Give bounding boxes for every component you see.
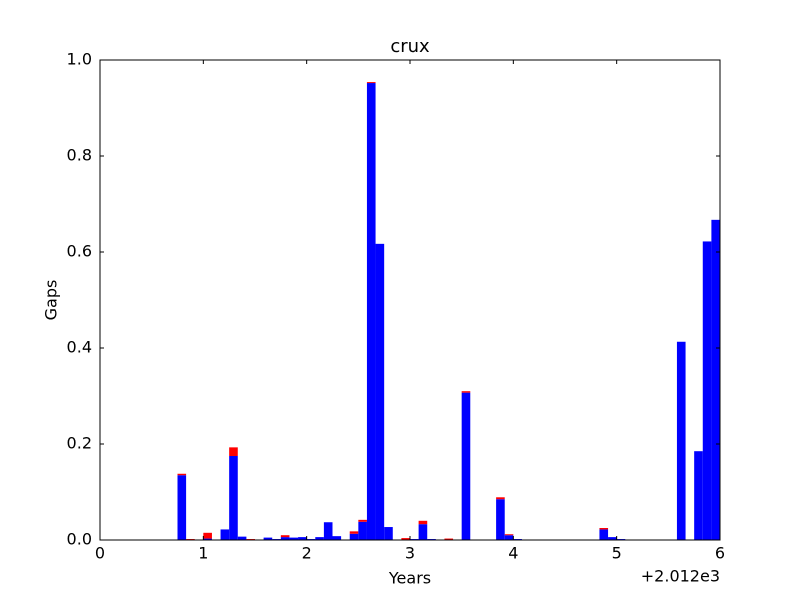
x-axis-label: Years [388, 569, 431, 588]
bar-segment [349, 533, 359, 540]
bar-segment [366, 83, 376, 540]
bar-segment [418, 520, 428, 525]
x-tick-label: 4 [508, 544, 518, 563]
bar-segment [702, 241, 712, 540]
y-tick-label: 1.0 [67, 50, 92, 69]
y-tick-label: 0.2 [67, 434, 92, 453]
bar-segment [461, 392, 471, 540]
x-tick-label: 5 [612, 544, 622, 563]
bar-segment [599, 528, 609, 530]
x-tick-label: 1 [198, 544, 208, 563]
bar-segment [203, 532, 212, 539]
bar-segment [203, 538, 212, 540]
bar-segment [177, 475, 187, 540]
bar-segment [496, 497, 505, 500]
x-tick-label: 6 [715, 544, 725, 563]
bar-segment [694, 451, 703, 540]
bar-segment [280, 537, 290, 540]
bar-segment [608, 537, 617, 540]
x-tick-label: 3 [405, 544, 415, 563]
bar-segment [237, 536, 247, 540]
bar-segment [220, 529, 230, 540]
bar-segment [375, 243, 385, 540]
plot-frame [99, 59, 721, 541]
bar-segment [229, 456, 238, 540]
bar-segment [461, 391, 471, 393]
bar-segment [711, 219, 720, 540]
bar-segment [496, 499, 505, 540]
x-tick-label: 0 [95, 544, 105, 563]
bar-segment [418, 524, 428, 540]
bar-segment [315, 537, 324, 540]
bar-segment [263, 537, 273, 540]
bar-segment [384, 527, 393, 540]
bar-segment [676, 341, 686, 540]
bar-segment [289, 537, 299, 540]
y-axis-label: Gaps [42, 280, 61, 321]
bar-segment [401, 538, 410, 540]
y-tick-label: 0.0 [67, 530, 92, 549]
chart-title: crux [390, 36, 430, 57]
bar-segment [504, 535, 514, 540]
bar-segment [298, 537, 307, 540]
bar-segment [358, 519, 367, 522]
bar-segment [332, 536, 342, 540]
x-tick-label: 2 [302, 544, 312, 563]
bar-segment [599, 529, 609, 540]
bars [177, 82, 720, 540]
y-tick-label: 0.8 [67, 146, 92, 165]
bar-segment [504, 534, 514, 536]
y-tick-label: 0.4 [67, 338, 92, 357]
y-tick-label: 0.6 [67, 242, 92, 261]
bar-segment [323, 522, 333, 540]
bar-segment [280, 535, 290, 538]
x-offset-label: +2.012e3 [641, 567, 720, 586]
bar-segment [358, 521, 367, 540]
bar-segment [177, 473, 187, 476]
bar-segment [366, 82, 376, 84]
bar-segment [444, 538, 454, 540]
bar-segment [229, 447, 238, 456]
bar-segment [349, 531, 359, 534]
